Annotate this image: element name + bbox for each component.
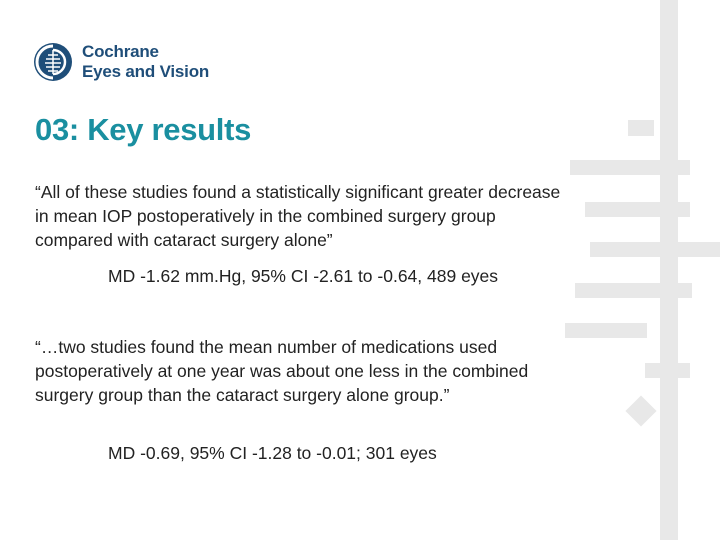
statistic-1: MD -1.62 mm.Hg, 95% CI -2.61 to -0.64, 4… (108, 266, 499, 286)
quote-2: “…two studies found the mean number of m… (35, 337, 529, 405)
brand-name: Cochrane Eyes and Vision (82, 42, 209, 82)
quote-1: “All of these studies found a statistica… (35, 182, 561, 250)
decor-bar (570, 160, 690, 175)
slide-title: 03: Key results (35, 112, 252, 147)
brand-name-line2: Eyes and Vision (82, 62, 210, 81)
statistic-2: MD -0.69, 95% CI -1.28 to -0.01; 301 eye… (108, 443, 437, 463)
brand-name-line1: Cochrane (82, 42, 159, 61)
decor-bar (590, 242, 720, 257)
decor-bar (645, 363, 690, 378)
decor-bar (628, 120, 654, 136)
decor-vertical-bar (660, 0, 678, 540)
cochrane-logo (33, 40, 77, 84)
decor-diamond (625, 395, 657, 427)
decor-bar (565, 323, 647, 338)
decor-bar (585, 202, 690, 217)
decor-bar (575, 283, 692, 298)
cochrane-logo-icon (34, 43, 72, 81)
decorative-bars (565, 0, 720, 540)
